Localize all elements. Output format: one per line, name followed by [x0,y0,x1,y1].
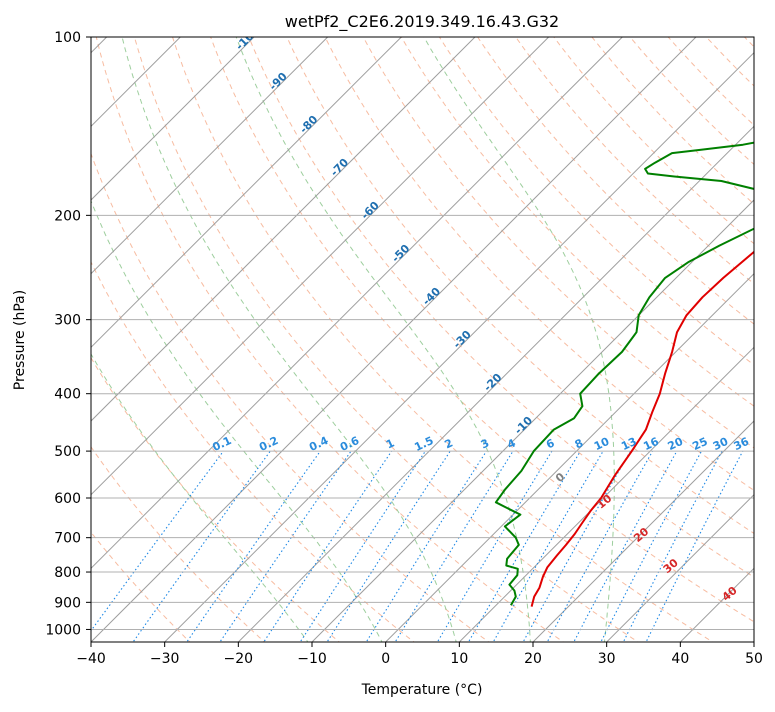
y-tick-label: 700 [54,531,81,547]
x-tick-label: 10 [450,651,468,667]
x-tick-label: 0 [381,651,390,667]
x-tick-label: −10 [297,651,327,667]
x-tick-label: 50 [745,651,763,667]
y-tick-label: 100 [54,30,81,46]
y-tick-label: 600 [54,491,81,507]
x-tick-label: −30 [150,651,180,667]
x-tick-label: 40 [671,651,689,667]
y-tick-label: 400 [54,387,81,403]
y-tick-label: 900 [54,595,81,611]
chart-title: wetPf2_C2E6.2019.349.16.43.G32 [285,12,559,32]
y-axis-label: Pressure (hPa) [12,290,28,390]
x-tick-label: 20 [524,651,542,667]
x-tick-label: −20 [224,651,254,667]
x-tick-label: −40 [76,651,106,667]
y-tick-label: 300 [54,313,81,329]
y-tick-label: 800 [54,565,81,581]
y-tick-label: 1000 [45,622,81,638]
y-tick-label: 500 [54,444,81,460]
x-tick-label: 30 [598,651,616,667]
x-axis-label: Temperature (°C) [361,682,483,698]
y-tick-label: 200 [54,208,81,224]
